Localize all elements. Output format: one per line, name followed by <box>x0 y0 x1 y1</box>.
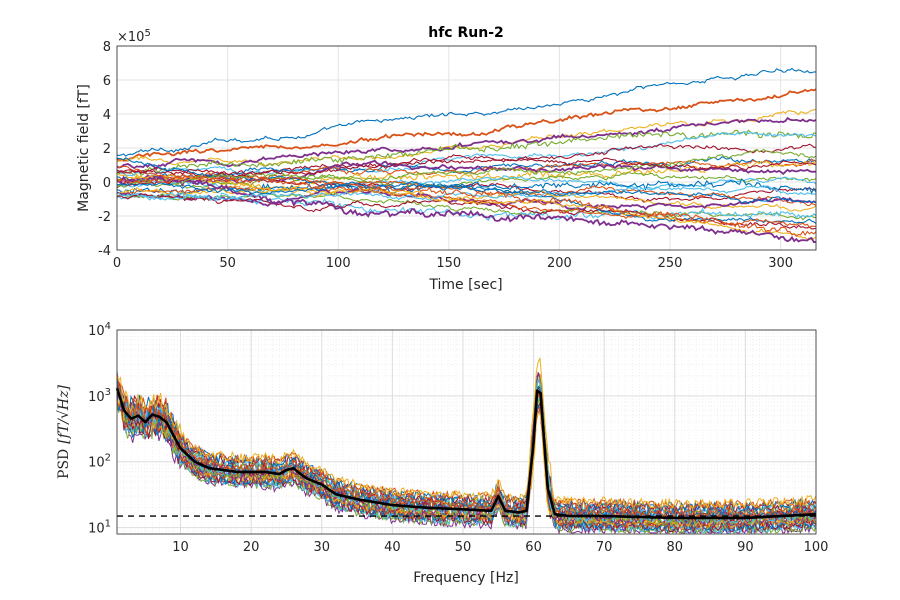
time-series-line <box>116 131 817 177</box>
y-tick-label-field: -4 <box>98 244 111 259</box>
y-tick-label-field: -2 <box>98 210 111 225</box>
psd-mean-line-path <box>115 388 817 520</box>
y-tick-label-field: 8 <box>103 40 111 55</box>
psd-series-line <box>116 383 817 520</box>
y-tick-label-field: 6 <box>103 74 111 89</box>
y-tick-label-field: 0 <box>103 176 111 191</box>
x-tick-label-time: 50 <box>219 256 236 271</box>
x-tick-label-time: 300 <box>768 256 793 271</box>
psd-axes: 10 20 30 40 50 60 70 80 90 100 101 102 103 104 Freque… <box>56 321 828 586</box>
x-tick-label-frequency: 20 <box>243 540 260 555</box>
y-tick-label-psd: 104 <box>88 321 111 339</box>
time-series-axes: 0 50 100 150 200 250 300 -4 -2 0 2 4 6 8 ×105 Time [s… <box>76 28 817 293</box>
x-tick-label-frequency: 60 <box>525 540 542 555</box>
x-tick-label-frequency: 80 <box>667 540 684 555</box>
y-axis-label-field: Magnetic field [fT] <box>76 84 92 212</box>
time-series-line <box>116 148 817 188</box>
time-series-line <box>116 172 817 241</box>
y-tick-label-psd: 103 <box>88 387 111 405</box>
x-tick-label-time: 0 <box>113 256 121 271</box>
time-series-line <box>116 175 817 244</box>
time-ticks: 0 50 100 150 200 250 300 -4 -2 0 2 4 6 8 <box>98 40 793 271</box>
time-series-line <box>116 129 817 176</box>
x-tick-label-time: 250 <box>658 256 683 271</box>
psd-series-line <box>116 391 817 535</box>
psd-ticks: 10 20 30 40 50 60 70 80 90 100 101 102 103 104 <box>88 321 828 555</box>
x-axis-label-frequency: Frequency [Hz] <box>413 570 519 586</box>
psd-series-line <box>116 395 817 534</box>
y-exponent-power: 5 <box>144 28 150 39</box>
x-tick-label-frequency: 10 <box>172 540 189 555</box>
time-axes-frame <box>116 45 817 251</box>
x-tick-label-frequency: 40 <box>384 540 401 555</box>
x-tick-label-frequency: 90 <box>737 540 754 555</box>
x-axis-label-time: Time [sec] <box>428 277 502 293</box>
time-series-line <box>116 178 817 195</box>
time-series-line <box>116 67 817 157</box>
x-tick-label-time: 100 <box>326 256 351 271</box>
y-tick-label-field: 2 <box>103 142 111 157</box>
chart-title: hfc Run-2 <box>428 25 504 41</box>
y-axis-label-psd-main: PSD <box>56 449 72 479</box>
time-series-line <box>116 185 817 202</box>
x-tick-label-time: 200 <box>547 256 572 271</box>
y-tick-label-field: 4 <box>103 108 111 123</box>
psd-series-line <box>116 357 817 510</box>
time-series-line <box>116 180 817 205</box>
psd-axes-frame <box>116 329 817 535</box>
x-tick-label-frequency: 100 <box>804 540 829 555</box>
x-tick-label-frequency: 30 <box>313 540 330 555</box>
y-axis-label-psd-unit: [fT/√Hz] <box>56 385 72 444</box>
y-axis-label-psd: PSD [fT/√Hz] <box>56 385 72 479</box>
time-series-line <box>116 175 817 193</box>
time-series-line <box>116 157 817 176</box>
y-exponent-label: ×105 <box>117 28 151 45</box>
y-exponent-base: ×10 <box>117 30 144 45</box>
x-tick-label-frequency: 50 <box>455 540 472 555</box>
psd-series-line <box>116 376 817 526</box>
time-series-lines <box>116 67 817 244</box>
time-series-line <box>116 159 817 185</box>
x-tick-label-frequency: 70 <box>596 540 613 555</box>
psd-mean-line <box>115 388 817 520</box>
time-series-line <box>116 88 817 162</box>
time-series-line <box>116 172 817 237</box>
y-tick-label-psd: 102 <box>88 453 111 471</box>
time-series-line <box>117 191 817 221</box>
y-tick-label-psd: 101 <box>88 519 111 537</box>
x-tick-label-time: 150 <box>436 256 461 271</box>
